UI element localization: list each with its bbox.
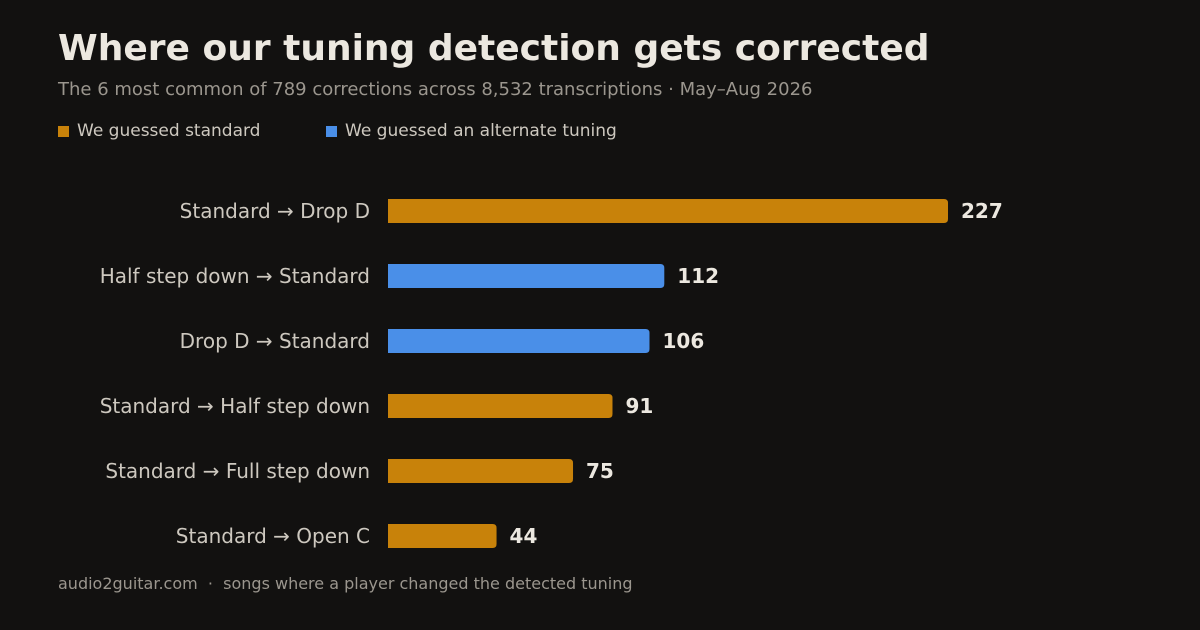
legend-label-standard: We guessed standard: [77, 121, 261, 141]
value-label: 227: [961, 199, 1003, 223]
chart-title: Where our tuning detection gets correcte…: [58, 28, 930, 69]
bar: [388, 394, 613, 418]
bar: [388, 199, 948, 223]
legend-label-alternate: We guessed an alternate tuning: [345, 121, 617, 141]
category-label: Standard → Open C: [176, 524, 370, 548]
value-label: 91: [625, 394, 653, 418]
bar: [388, 524, 497, 548]
value-label: 112: [677, 264, 719, 288]
bar: [388, 459, 574, 483]
footer-note: songs where a player changed the detecte…: [223, 574, 633, 593]
legend-item-standard: We guessed standard: [58, 121, 260, 141]
legend-swatch-alternate: [326, 125, 337, 137]
legend-item-alternate: We guessed an alternate tuning: [326, 121, 617, 141]
bar: [388, 264, 665, 288]
footer: audio2guitar.com · songs where a player …: [58, 574, 633, 593]
bar: [388, 329, 650, 353]
category-label: Standard → Full step down: [105, 459, 370, 483]
value-label: 106: [662, 329, 704, 353]
legend-swatch-standard: [58, 125, 69, 137]
category-label: Half step down → Standard: [100, 264, 370, 288]
category-label: Standard → Half step down: [100, 394, 370, 418]
category-label: Drop D → Standard: [180, 329, 370, 353]
value-label: 75: [586, 459, 614, 483]
value-label: 44: [510, 524, 538, 548]
footer-separator: ·: [207, 574, 213, 593]
category-label: Standard → Drop D: [180, 199, 370, 223]
footer-site: audio2guitar.com: [58, 574, 198, 593]
chart-subtitle: The 6 most common of 789 corrections acr…: [58, 79, 813, 100]
